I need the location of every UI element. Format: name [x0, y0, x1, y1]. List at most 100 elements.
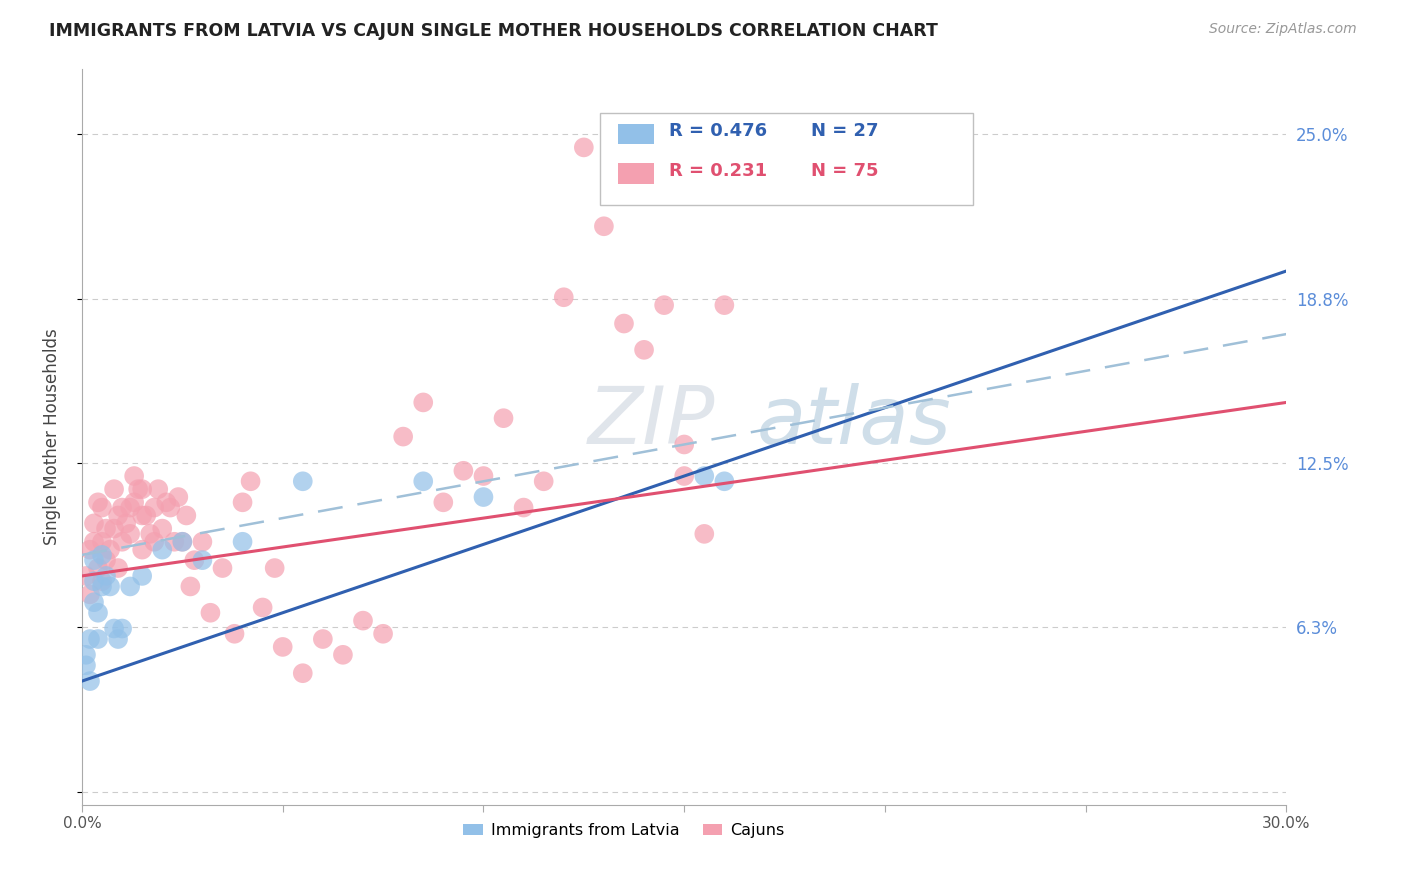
- Point: [115, 516, 138, 531]
- Point: [75, 648, 97, 662]
- Point: [131, 569, 153, 583]
- Point: [111, 534, 134, 549]
- Point: [79, 587, 101, 601]
- Point: [122, 495, 145, 509]
- Point: [98, 542, 121, 557]
- Point: [120, 500, 142, 515]
- Point: [98, 579, 121, 593]
- Point: [150, 542, 173, 557]
- Text: atlas: atlas: [756, 383, 952, 461]
- Point: [83, 574, 105, 589]
- Text: IMMIGRANTS FROM LATVIA VS CAJUN SINGLE MOTHER HOUSEHOLDS CORRELATION CHART: IMMIGRANTS FROM LATVIA VS CAJUN SINGLE M…: [49, 22, 938, 40]
- Point: [191, 534, 214, 549]
- FancyBboxPatch shape: [600, 112, 973, 204]
- Point: [412, 475, 434, 489]
- FancyBboxPatch shape: [619, 163, 654, 184]
- Point: [83, 534, 105, 549]
- Point: [83, 595, 105, 609]
- Point: [91, 579, 114, 593]
- Point: [139, 527, 162, 541]
- Point: [148, 482, 170, 496]
- Point: [120, 527, 142, 541]
- Text: Source: ZipAtlas.com: Source: ZipAtlas.com: [1209, 22, 1357, 37]
- Point: [263, 561, 285, 575]
- Point: [103, 482, 125, 496]
- Legend: Immigrants from Latvia, Cajuns: Immigrants from Latvia, Cajuns: [457, 817, 792, 845]
- Point: [150, 522, 173, 536]
- Point: [159, 500, 181, 515]
- Point: [172, 534, 194, 549]
- Y-axis label: Single Mother Households: Single Mother Households: [44, 328, 60, 545]
- Point: [135, 508, 157, 523]
- Point: [143, 500, 166, 515]
- Point: [122, 469, 145, 483]
- Point: [665, 179, 688, 194]
- Point: [392, 429, 415, 443]
- Point: [83, 553, 105, 567]
- Point: [79, 542, 101, 557]
- Point: [131, 508, 153, 523]
- Point: [191, 553, 214, 567]
- Point: [87, 561, 110, 575]
- Point: [79, 632, 101, 646]
- Point: [673, 437, 696, 451]
- Point: [127, 482, 149, 496]
- Point: [107, 632, 129, 646]
- Point: [533, 475, 555, 489]
- Text: ZIP: ZIP: [588, 383, 716, 461]
- Point: [271, 640, 294, 654]
- Point: [94, 569, 117, 583]
- Point: [693, 527, 716, 541]
- Point: [200, 606, 222, 620]
- Point: [94, 553, 117, 567]
- Point: [87, 606, 110, 620]
- Point: [172, 534, 194, 549]
- Text: N = 75: N = 75: [811, 161, 879, 180]
- Point: [87, 495, 110, 509]
- Point: [131, 542, 153, 557]
- Point: [713, 298, 735, 312]
- Point: [91, 500, 114, 515]
- Point: [163, 534, 186, 549]
- Point: [553, 290, 575, 304]
- Point: [232, 495, 254, 509]
- Point: [512, 500, 534, 515]
- Point: [83, 516, 105, 531]
- Point: [652, 298, 675, 312]
- Point: [103, 622, 125, 636]
- Point: [613, 317, 636, 331]
- Point: [572, 140, 595, 154]
- Point: [291, 666, 314, 681]
- Point: [352, 614, 374, 628]
- Point: [239, 475, 262, 489]
- Point: [211, 561, 233, 575]
- Point: [91, 548, 114, 562]
- Point: [111, 500, 134, 515]
- Text: R = 0.231: R = 0.231: [669, 161, 766, 180]
- Point: [593, 219, 616, 234]
- Point: [252, 600, 274, 615]
- Point: [91, 534, 114, 549]
- Point: [673, 469, 696, 483]
- Point: [232, 534, 254, 549]
- Point: [291, 475, 314, 489]
- Point: [472, 469, 495, 483]
- Point: [143, 534, 166, 549]
- Point: [693, 469, 716, 483]
- Text: R = 0.476: R = 0.476: [669, 122, 766, 140]
- Point: [107, 508, 129, 523]
- Point: [176, 508, 198, 523]
- Point: [432, 495, 454, 509]
- Point: [371, 627, 394, 641]
- Point: [633, 343, 655, 357]
- Point: [131, 482, 153, 496]
- Point: [713, 475, 735, 489]
- Point: [312, 632, 335, 646]
- Point: [183, 553, 205, 567]
- Point: [75, 658, 97, 673]
- Point: [167, 490, 190, 504]
- Point: [224, 627, 246, 641]
- Point: [111, 622, 134, 636]
- Point: [103, 522, 125, 536]
- Text: N = 27: N = 27: [811, 122, 879, 140]
